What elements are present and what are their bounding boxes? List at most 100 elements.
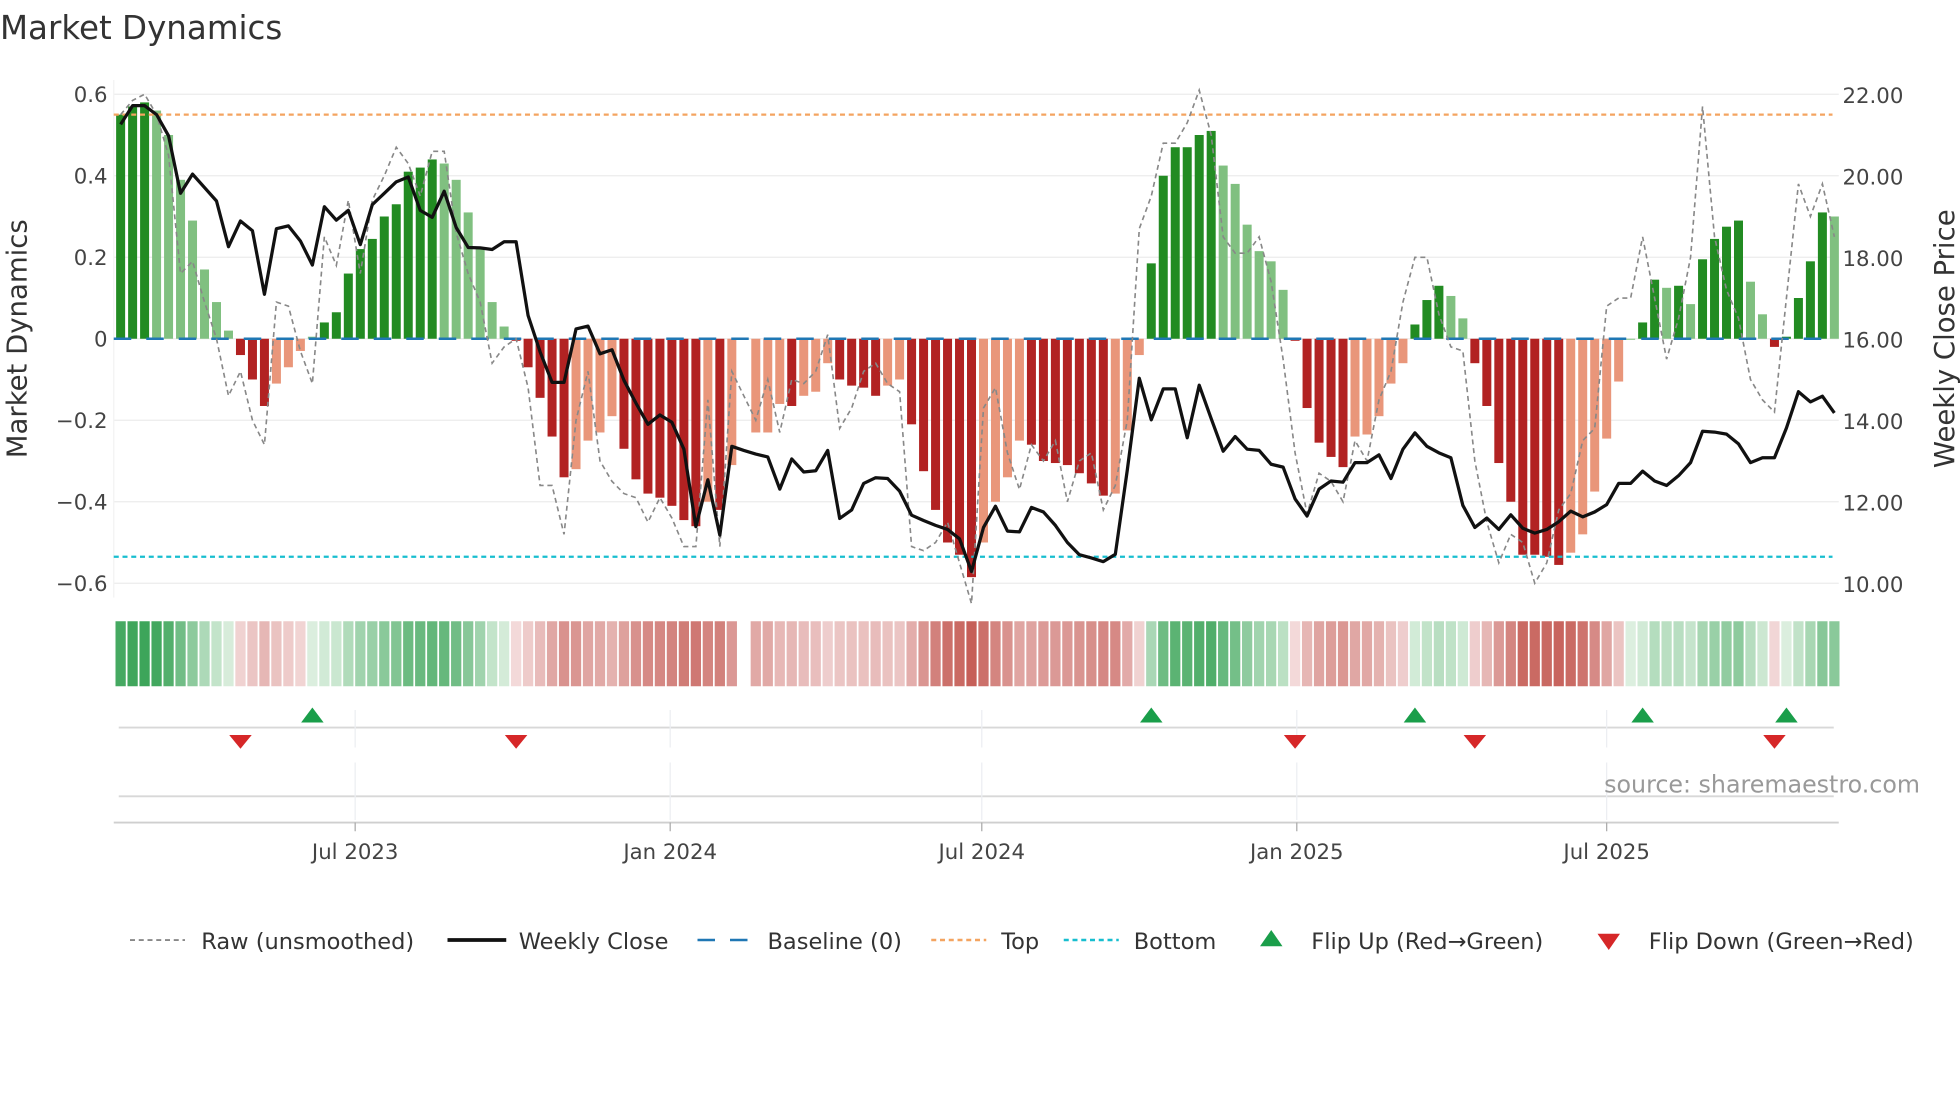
bar: [1710, 238, 1720, 339]
bar: [1602, 338, 1612, 439]
bar: [1494, 338, 1504, 464]
bar: [1122, 338, 1132, 431]
y2-tick-label: 18.00: [1843, 247, 1904, 272]
bar: [1578, 338, 1588, 535]
flip-down-marker: [229, 735, 252, 749]
bar: [775, 338, 785, 404]
heat-cell: [522, 621, 534, 687]
bar: [1590, 338, 1600, 492]
chart-title: Market Dynamics: [0, 9, 282, 47]
heat-cell: [1529, 621, 1540, 687]
bar: [116, 114, 126, 339]
source-note: source: sharemaestro.com: [1604, 771, 1920, 799]
heat-cell: [1553, 621, 1564, 687]
bar: [1614, 338, 1624, 382]
y2-tick-label: 20.00: [1843, 166, 1904, 191]
bar: [1734, 220, 1744, 339]
heat-cell: [391, 621, 402, 687]
heat-cell: [1337, 621, 1349, 687]
heat-cell: [211, 621, 222, 687]
heat-cell: [1733, 621, 1744, 687]
heat-cell: [259, 621, 270, 687]
bar: [1062, 338, 1072, 466]
bar: [715, 338, 725, 510]
heat-cell: [1829, 621, 1840, 687]
bar: [1302, 338, 1312, 409]
bar: [1530, 338, 1540, 555]
heat-cell: [487, 621, 498, 687]
heat-cell: [1050, 621, 1061, 687]
bar: [1338, 338, 1348, 468]
heat-cell: [139, 621, 150, 687]
bar: [283, 338, 293, 368]
bar: [1326, 338, 1336, 457]
bar: [523, 338, 533, 368]
heat-cell: [1146, 621, 1157, 687]
heat-cell: [427, 621, 438, 687]
heat-cell: [870, 621, 881, 687]
bar: [1242, 224, 1252, 339]
y-tick-label: 0.4: [74, 164, 108, 189]
heat-cell: [1301, 621, 1313, 687]
bar: [188, 220, 198, 339]
bar: [691, 338, 701, 527]
heat-cell: [1313, 621, 1325, 687]
bar: [1674, 285, 1684, 339]
heat-cell: [690, 621, 701, 687]
bar: [1098, 338, 1108, 496]
heat-cell: [1361, 621, 1373, 687]
legend-label: Weekly Close: [519, 929, 669, 955]
bar: [619, 338, 629, 449]
heat-cell: [594, 621, 606, 687]
heat-cell: [127, 621, 138, 687]
heat-cell: [558, 621, 570, 687]
bar: [439, 163, 449, 339]
x-tick-label: Jul 2024: [937, 840, 1025, 865]
bar: [1182, 147, 1192, 339]
heat-cell: [498, 621, 510, 687]
y2-tick-label: 14.00: [1843, 410, 1904, 435]
bar: [1506, 338, 1516, 502]
heat-cell: [1277, 621, 1289, 687]
heat-cell: [918, 621, 929, 687]
heat-cell: [451, 621, 462, 687]
legend-item: Bottom: [1063, 929, 1216, 955]
legend-label: Raw (unsmoothed): [201, 929, 414, 955]
bar: [943, 338, 953, 543]
legend-flip-up-icon: [1260, 930, 1283, 947]
bar: [535, 338, 545, 398]
heat-cell: [1170, 621, 1181, 687]
flip-up-marker: [1775, 707, 1798, 723]
heat-cell: [894, 621, 905, 687]
heat-cell: [978, 621, 989, 687]
heat-cell: [187, 621, 198, 687]
heat-cell: [606, 621, 618, 687]
heat-cell: [199, 621, 210, 687]
heat-cell: [1781, 621, 1792, 687]
bar: [1278, 289, 1288, 339]
heat-cell: [331, 621, 342, 687]
heat-cell: [319, 621, 330, 687]
bar: [967, 338, 977, 578]
heat-cell: [1385, 621, 1397, 687]
bar: [1698, 259, 1708, 339]
heat-cell: [175, 621, 186, 687]
heat-cell: [271, 621, 282, 687]
heat-cell: [415, 621, 426, 687]
heat-cell: [1254, 621, 1265, 687]
x-tick-label: Jan 2025: [1248, 840, 1344, 865]
heat-cell: [906, 621, 917, 687]
bar: [331, 312, 341, 339]
bar: [595, 338, 605, 433]
flip-up-marker: [301, 707, 324, 723]
heat-cell: [1134, 621, 1145, 687]
heat-cell: [1433, 621, 1445, 687]
heat-cell: [1002, 621, 1013, 687]
x-tick-label: Jan 2024: [621, 840, 717, 865]
heat-cell: [1589, 621, 1600, 687]
y-tick-label: −0.6: [56, 572, 108, 597]
heat-cell: [463, 621, 474, 687]
bar: [679, 338, 689, 521]
grid: [113, 80, 1839, 598]
